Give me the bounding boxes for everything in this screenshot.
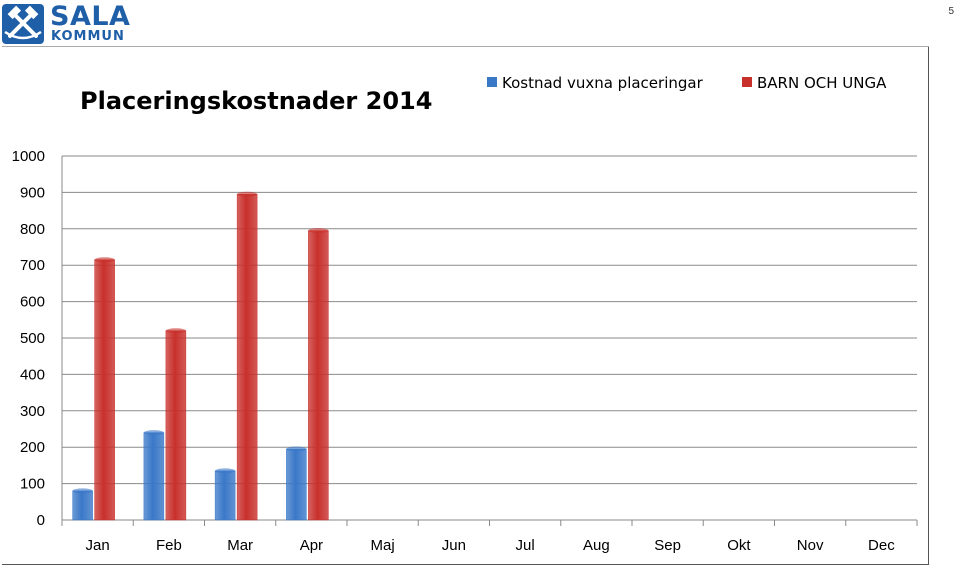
- y-tick-label: 400: [20, 366, 45, 383]
- x-tick-label: Jun: [442, 537, 466, 554]
- bar-cap: [72, 488, 93, 494]
- y-tick-label: 600: [20, 294, 45, 311]
- x-tick-label: Okt: [727, 537, 751, 554]
- y-tick-label: 100: [20, 476, 45, 493]
- y-tick-label: 0: [37, 512, 45, 529]
- x-tick-label: Jan: [86, 537, 110, 554]
- bar-children-apr: [308, 230, 329, 521]
- legend: Kostnad vuxna placeringar BARN OCH UNGA: [487, 74, 887, 92]
- bar-adults-jan: [72, 490, 93, 521]
- legend-label-adults: Kostnad vuxna placeringar: [502, 74, 704, 92]
- bar-cap: [215, 468, 236, 474]
- y-tick-label: 500: [20, 330, 45, 347]
- bar-adults-mar: [214, 470, 236, 521]
- sala-kommun-logo: SALA KOMMUN: [2, 2, 132, 44]
- bar-adults-apr: [286, 448, 307, 521]
- bar-cap: [308, 228, 329, 234]
- grid-lines: [61, 155, 918, 526]
- legend-swatch-adults: [487, 77, 497, 87]
- y-tick-label: 900: [20, 184, 45, 201]
- x-tick-label: Sep: [654, 537, 681, 554]
- crossed-hammers-icon: [2, 4, 44, 44]
- y-tick-label: 1000: [12, 148, 45, 165]
- x-tick-label: Apr: [300, 537, 323, 554]
- x-tick-label: Mar: [227, 537, 253, 554]
- y-axis-ticks: 0 100 200 300 400 500 600 700 800 900 1000: [12, 148, 45, 529]
- bar-cap: [286, 446, 307, 452]
- x-tick-label: Jul: [516, 537, 535, 554]
- bars: [72, 191, 329, 521]
- frame-top-rule: [2, 46, 929, 47]
- bar-cap: [165, 328, 186, 334]
- bar-adults-feb: [143, 432, 165, 521]
- logo-name: SALA: [50, 1, 131, 32]
- bar-children-feb: [165, 330, 187, 521]
- x-tick-label: Dec: [868, 537, 895, 554]
- bar-cap: [143, 430, 164, 436]
- bar-children-jan: [94, 259, 115, 521]
- y-tick-label: 800: [20, 221, 45, 238]
- legend-swatch-children: [742, 77, 752, 87]
- chart-frame: [2, 47, 929, 565]
- logo-subtitle: KOMMUN: [51, 29, 125, 44]
- bar-cap: [237, 191, 258, 197]
- page-number: 5: [948, 6, 954, 17]
- chart-title: Placeringskostnader 2014: [80, 87, 432, 115]
- bar-children-mar: [236, 193, 258, 521]
- x-tick-label: Feb: [156, 537, 182, 554]
- y-tick-label: 300: [20, 403, 45, 420]
- y-tick-label: 200: [20, 439, 45, 456]
- y-tick-label: 700: [20, 257, 45, 274]
- x-tick-label: Maj: [371, 537, 395, 554]
- x-tick-label: Nov: [797, 537, 824, 554]
- bar-cap: [94, 257, 115, 263]
- x-axis-ticks: Jan Feb Mar Apr Maj Jun Jul Aug Sep Okt Nov Dec: [86, 537, 896, 554]
- legend-label-children: BARN OCH UNGA: [757, 74, 887, 92]
- x-tick-label: Aug: [583, 537, 610, 554]
